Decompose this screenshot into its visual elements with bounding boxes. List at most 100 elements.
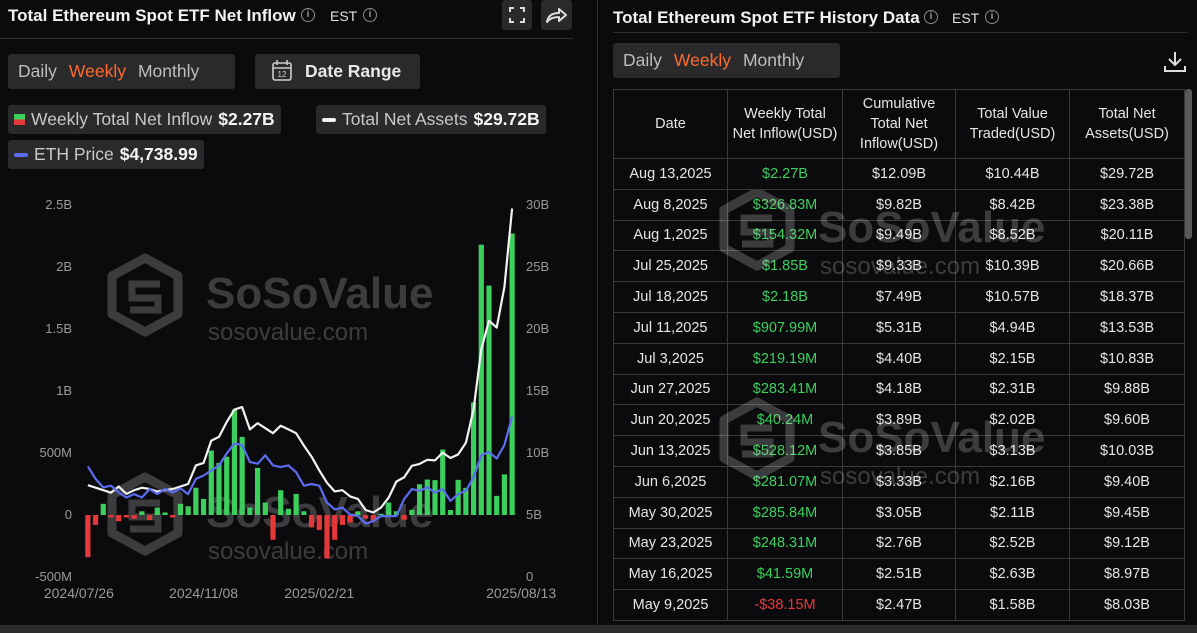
table-cell: Jun 6,2025 <box>613 465 728 498</box>
info-icon[interactable]: i <box>363 8 377 22</box>
panel-divider <box>597 0 598 625</box>
table-cell: $23.38B <box>1069 188 1185 221</box>
y-tick-label: 25B <box>526 259 549 274</box>
table-cell: $20.66B <box>1069 250 1185 283</box>
bar <box>332 515 338 540</box>
y-tick-label: 30B <box>526 197 549 212</box>
divider <box>0 38 573 39</box>
panel-title: Total Ethereum Spot ETF Net Inflow <box>8 6 296 25</box>
bar <box>177 503 184 515</box>
bar <box>301 511 307 515</box>
table-cell: May 23,2025 <box>613 527 728 560</box>
bar <box>370 515 376 522</box>
bar <box>432 480 438 515</box>
fullscreen-icon <box>509 7 525 23</box>
download-button[interactable] <box>1160 48 1190 76</box>
legend-item[interactable]: Weekly Total Net Inflow $2.27B <box>8 105 281 134</box>
bar <box>185 506 191 515</box>
panel-title: Total Ethereum Spot ETF History Data <box>613 8 920 27</box>
table-row: Jul 11,2025 $907.99M $5.31B $4.94B $13.53B <box>613 311 1185 344</box>
legend-marker <box>14 114 25 125</box>
legend-item[interactable]: Total Net Assets $29.72B <box>316 105 546 134</box>
info-icon[interactable]: i <box>985 10 999 24</box>
table-cell: $4.94B <box>955 311 1070 344</box>
bar <box>131 515 137 519</box>
y-tick-label: 10B <box>526 445 549 460</box>
y-tick-label: 1.5B <box>45 321 72 336</box>
info-icon[interactable]: i <box>924 10 938 24</box>
table-cell: $1.58B <box>955 589 1070 621</box>
download-icon <box>1164 52 1186 72</box>
bar <box>440 449 446 515</box>
legend-marker <box>14 152 28 157</box>
column-header: Cumulative Total Net Inflow(USD) <box>842 89 956 159</box>
bar <box>447 510 454 515</box>
date-range-button[interactable]: 12 Date Range <box>255 54 420 89</box>
date-range-label: Date Range <box>305 61 402 81</box>
bar <box>486 285 492 515</box>
scrollbar[interactable] <box>1185 89 1192 239</box>
line <box>86 416 514 525</box>
timezone: EST <box>330 8 358 24</box>
y-tick-label: 0 <box>65 507 72 522</box>
table-cell: $2.15B <box>955 342 1070 375</box>
bar <box>224 456 230 515</box>
table-cell: $2.47B <box>842 589 956 621</box>
table-cell: $281.07M <box>727 465 843 498</box>
line <box>87 208 514 514</box>
table-row: Jun 6,2025 $281.07M $3.33B $2.16B $9.40B <box>613 465 1185 498</box>
legend-marker <box>322 117 336 122</box>
bar <box>355 511 361 515</box>
bar <box>463 487 469 515</box>
table-cell: $154.32M <box>727 219 843 252</box>
table-cell: $10.57B <box>955 281 1070 313</box>
table-row: May 23,2025 $248.31M $2.76B $2.52B $9.12B <box>613 527 1185 560</box>
bar <box>501 474 508 515</box>
x-tick-label: 2025/08/13 <box>486 585 556 601</box>
fullscreen-button[interactable] <box>502 0 532 30</box>
bar <box>455 479 461 515</box>
bar <box>424 479 430 515</box>
share-button[interactable] <box>541 0 572 30</box>
y-tick-label: 1B <box>56 383 72 398</box>
bar <box>478 244 484 515</box>
tab[interactable]: Monthly <box>137 61 200 81</box>
table-row: Jul 18,2025 $2.18B $7.49B $10.57B $18.37B <box>613 281 1185 313</box>
table-cell: $4.40B <box>842 342 956 375</box>
tab[interactable]: Daily <box>623 50 662 70</box>
table-row: Jul 25,2025 $1.85B $9.33B $10.39B $20.66B <box>613 250 1185 283</box>
bar <box>239 436 245 515</box>
table-cell: $3.33B <box>842 465 956 498</box>
watermark-site: sosovalue.com <box>208 319 368 346</box>
table-cell: $2.52B <box>955 527 1070 560</box>
share-icon <box>546 8 567 23</box>
tab[interactable]: Weekly <box>673 50 731 70</box>
info-icon[interactable]: i <box>301 8 315 22</box>
table-cell: $9.40B <box>1069 465 1185 498</box>
column-header: Weekly Total Net Inflow(USD) <box>727 89 843 159</box>
x-tick-label: 2025/02/21 <box>284 585 354 601</box>
bar <box>247 507 253 515</box>
tab[interactable]: Monthly <box>742 50 805 70</box>
bar <box>285 508 292 515</box>
table-cell: $219.19M <box>727 342 843 375</box>
table-cell: $2.63B <box>955 558 1070 591</box>
legend-item[interactable]: ETH Price $4,738.99 <box>8 140 204 169</box>
table-cell: $9.60B <box>1069 404 1185 437</box>
bar <box>92 515 99 525</box>
tab[interactable]: Daily <box>18 61 57 81</box>
table-cell: May 16,2025 <box>613 558 728 591</box>
period-tabs: Daily Weekly Monthly <box>613 43 840 78</box>
table-cell: $528.12M <box>727 435 843 467</box>
y-tick-label: 5B <box>526 507 542 522</box>
watermark-logo <box>128 280 162 314</box>
bar <box>347 515 353 523</box>
bar <box>470 402 477 515</box>
divider <box>613 32 1188 33</box>
table-cell: $4.18B <box>842 373 956 406</box>
bar <box>116 515 122 522</box>
tab[interactable]: Weekly <box>68 61 126 81</box>
bar <box>262 502 268 515</box>
bar <box>308 515 315 528</box>
table-cell: $2.51B <box>842 558 956 591</box>
